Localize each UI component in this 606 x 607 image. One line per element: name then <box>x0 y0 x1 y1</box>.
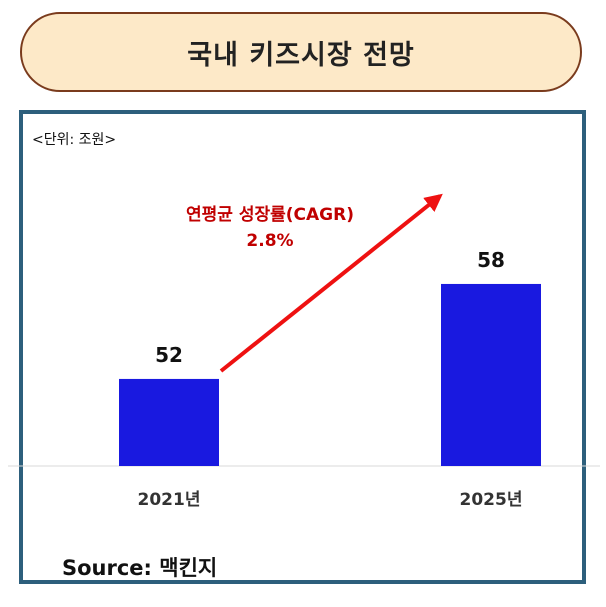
data-label-0: 52 <box>155 343 183 367</box>
bar-1 <box>441 283 541 466</box>
cagr-arrow <box>219 193 443 373</box>
bar-0 <box>119 378 219 466</box>
cagr-annotation-line2: 2.8% <box>246 231 293 251</box>
chart-title: 국내 키즈시장 전망 <box>20 12 582 92</box>
unit-label: <단위: 조원> <box>32 132 117 148</box>
source-label: Source: 맥킨지 <box>62 556 218 580</box>
x-tick-label-1: 2025년 <box>460 490 523 510</box>
cagr-annotation-line1: 연평균 성장률(CAGR) <box>186 205 354 225</box>
data-label-1: 58 <box>477 248 505 272</box>
x-tick-label-0: 2021년 <box>138 490 201 510</box>
